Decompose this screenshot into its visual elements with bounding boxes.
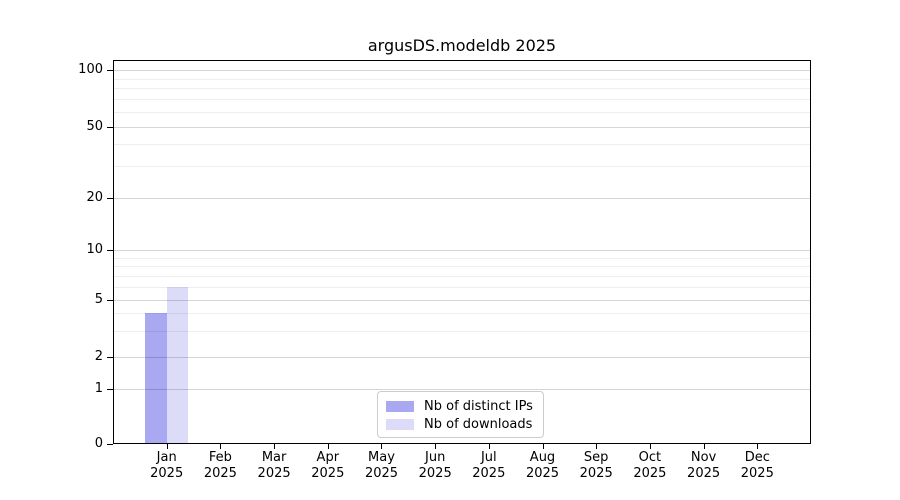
y-tick-label: 0 [94, 436, 103, 451]
x-tick-label: Mar 2025 [257, 450, 291, 481]
x-tick-label: Sep 2025 [579, 450, 613, 481]
gridline-minor [114, 78, 810, 80]
x-tick-label: Aug 2025 [525, 450, 560, 481]
gridline-minor [114, 144, 810, 145]
gridline-minor [114, 99, 810, 101]
y-tick-label: 20 [86, 189, 103, 205]
legend-label-downloads: Nb of downloads [424, 416, 533, 432]
x-tick-label: Oct 2025 [633, 450, 667, 481]
x-tick [274, 444, 275, 449]
y-tick [107, 127, 113, 128]
bar-downloads [166, 286, 189, 444]
gridline-minor [114, 286, 810, 288]
x-tick [704, 444, 705, 449]
gridline-minor [114, 265, 810, 267]
plot-area [113, 60, 811, 444]
gridline-major [114, 126, 810, 128]
x-tick [220, 444, 221, 449]
gridline-minor [114, 313, 810, 315]
y-tick [107, 300, 113, 301]
y-tick-label: 10 [86, 242, 103, 257]
gridline-minor [114, 166, 810, 168]
legend-item-downloads: Nb of downloads [386, 416, 535, 433]
y-tick-label: 5 [94, 291, 103, 307]
x-tick [650, 444, 651, 449]
gridline-minor [114, 331, 810, 333]
gridline-major [114, 356, 810, 358]
gridline-major [114, 250, 810, 251]
x-tick [489, 444, 490, 449]
gridline-major [114, 70, 810, 71]
gridline-major [114, 388, 810, 390]
x-tick-label: Jun 2025 [418, 450, 452, 481]
x-tick-label: Nov 2025 [687, 450, 721, 481]
y-tick [107, 198, 113, 199]
y-tick [107, 389, 113, 390]
legend-swatch-distinct-ips [386, 400, 414, 412]
legend-item-distinct-ips: Nb of distinct IPs [386, 398, 535, 415]
chart-title: argusDS.modeldb 2025 [367, 36, 557, 55]
y-tick-label: 100 [78, 62, 103, 77]
y-tick-label: 2 [94, 348, 103, 364]
x-tick [435, 444, 436, 449]
x-tick [167, 444, 168, 449]
gridline-minor [114, 88, 810, 90]
y-tick-label: 1 [94, 380, 103, 396]
x-tick [381, 444, 382, 449]
gridline-major [114, 197, 810, 199]
x-tick [543, 444, 544, 449]
x-tick-label: Jul 2025 [472, 450, 506, 481]
x-tick-label: Apr 2025 [311, 450, 345, 481]
y-tick [107, 444, 113, 445]
x-tick-label: Jan 2025 [150, 450, 184, 481]
legend: Nb of distinct IPs Nb of downloads [377, 391, 544, 438]
x-tick [757, 444, 758, 449]
legend-label-distinct-ips: Nb of distinct IPs [424, 398, 533, 414]
x-tick-label: Feb 2025 [203, 450, 237, 481]
gridline-major [114, 299, 810, 301]
x-tick-label: Dec 2025 [740, 450, 774, 481]
y-tick [107, 357, 113, 358]
x-tick [328, 444, 329, 449]
gridline-minor [114, 275, 810, 277]
x-tick-label: May 2025 [364, 450, 399, 481]
y-tick-label: 50 [86, 118, 103, 134]
gridline-minor [114, 257, 810, 259]
y-tick [107, 70, 113, 71]
legend-swatch-downloads [386, 418, 414, 430]
bar-distinct-ips [145, 313, 167, 444]
y-tick [107, 250, 113, 251]
gridline-minor [114, 111, 810, 113]
x-tick [596, 444, 597, 449]
